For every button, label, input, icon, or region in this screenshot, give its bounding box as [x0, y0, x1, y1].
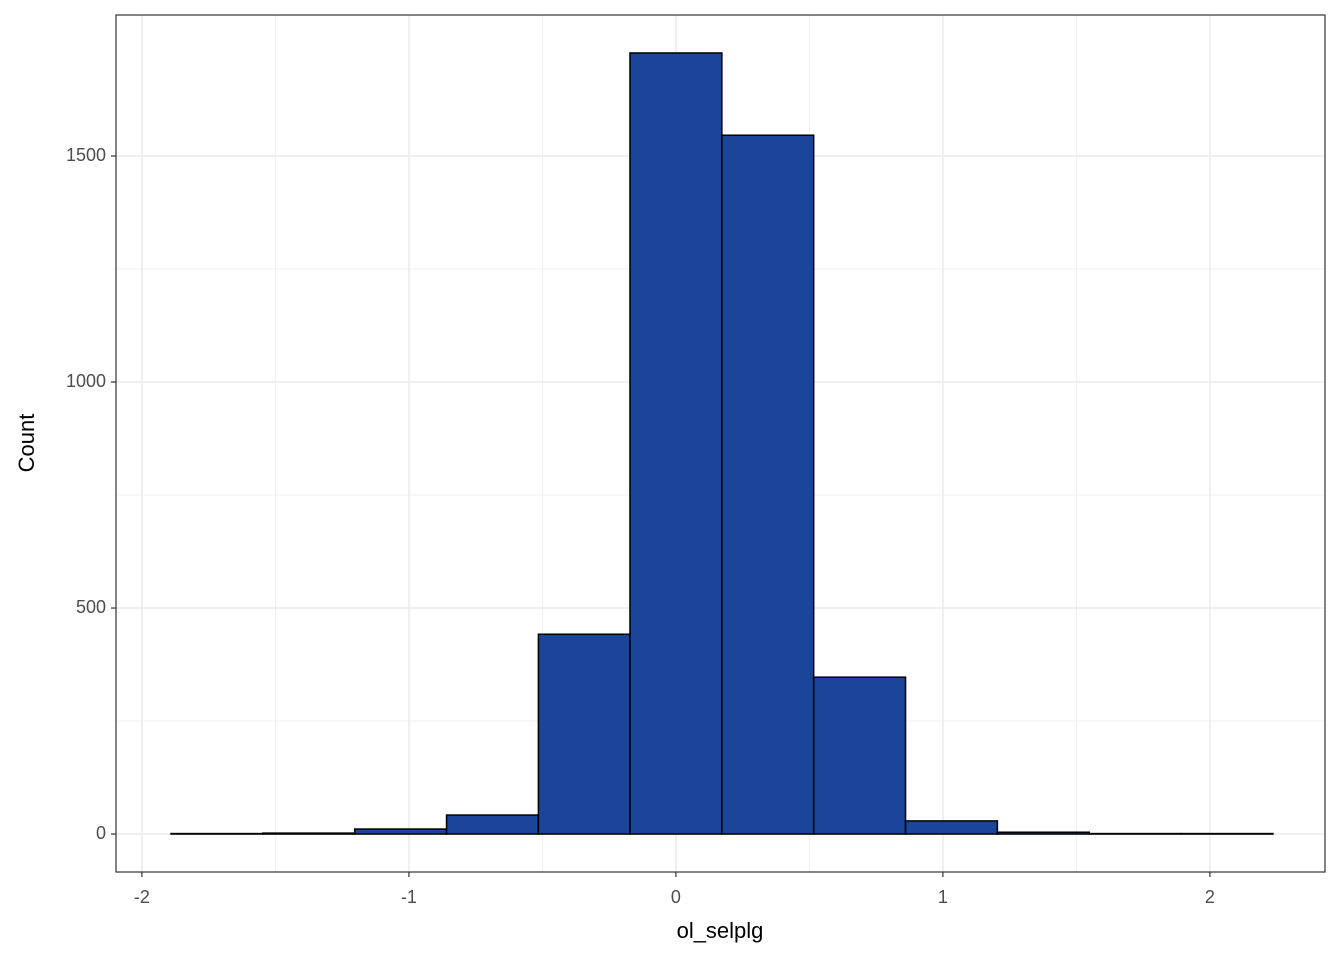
- x-tick-label: -2: [134, 887, 150, 907]
- y-tick-label: 1000: [66, 371, 106, 391]
- x-tick-label: 0: [671, 887, 681, 907]
- x-tick-label: -1: [401, 887, 417, 907]
- y-tick-label: 1500: [66, 145, 106, 165]
- y-axis-title: Count: [14, 414, 39, 473]
- bar: [263, 833, 355, 834]
- x-tick-label: 1: [938, 887, 948, 907]
- y-tick-label: 0: [96, 823, 106, 843]
- bar: [538, 634, 630, 834]
- bar: [355, 829, 447, 834]
- x-axis-title: ol_selplg: [677, 918, 764, 943]
- x-tick-label: 2: [1205, 887, 1215, 907]
- bar: [722, 135, 814, 834]
- bar: [906, 821, 998, 834]
- y-tick-label: 500: [76, 597, 106, 617]
- bar: [447, 815, 539, 834]
- bar: [997, 832, 1089, 834]
- bar: [814, 677, 906, 834]
- bar: [630, 53, 722, 834]
